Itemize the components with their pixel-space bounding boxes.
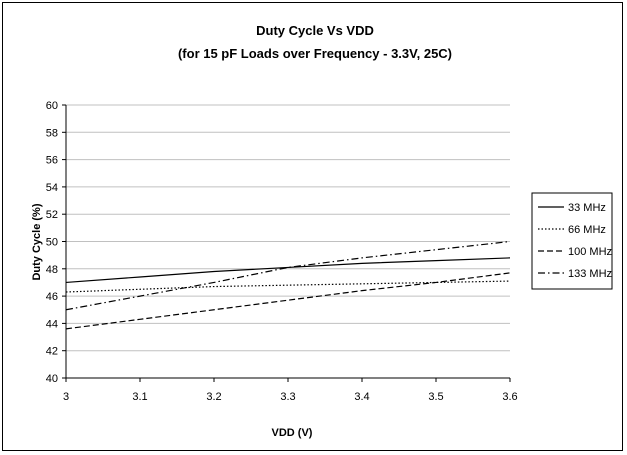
y-tick-label-3: 46 xyxy=(46,291,58,303)
y-tick-label-10: 60 xyxy=(46,100,58,112)
series-line-133-mhz xyxy=(65,240,511,311)
legend-label-133-mhz: 133 MHz xyxy=(568,268,612,280)
legend-box xyxy=(531,192,613,290)
legend: 33 MHz 66 MHz 100 MHz 133 MHz xyxy=(531,192,613,290)
y-tick-label-4: 48 xyxy=(46,264,58,276)
series-line-100-mhz xyxy=(65,272,511,330)
legend-label-33-mhz: 33 MHz xyxy=(568,202,606,214)
legend-label-66-mhz: 66 MHz xyxy=(568,224,606,236)
y-tick-label-6: 52 xyxy=(46,209,58,221)
series-line-33-mhz xyxy=(65,257,511,284)
chart-subtitle: (for 15 pF Loads over Frequency - 3.3V, … xyxy=(178,46,452,61)
x-axis-title: VDD (V) xyxy=(272,427,313,439)
plot-area: 40 42 44 46 48 50 52 54 56 58 60 3 3.1 3.2 3.3 3.4 3.5 3.… xyxy=(46,100,518,403)
y-tick-label-7: 54 xyxy=(46,182,58,194)
y-tick-label-1: 42 xyxy=(46,346,58,358)
y-tick-label-9: 58 xyxy=(46,127,58,139)
series-line-66-mhz xyxy=(65,280,511,293)
x-tick-label-1: 3.1 xyxy=(132,391,147,403)
x-tick-label-4: 3.4 xyxy=(354,391,369,403)
x-tick-label-5: 3.5 xyxy=(428,391,443,403)
x-tick-label-6: 3.6 xyxy=(502,391,517,403)
chart-title: Duty Cycle Vs VDD xyxy=(256,23,374,38)
y-tick-label-8: 56 xyxy=(46,155,58,167)
chart-frame xyxy=(2,2,623,451)
y-tick-label-0: 40 xyxy=(46,373,58,385)
y-axis-title: Duty Cycle (%) xyxy=(31,203,43,280)
legend-label-100-mhz: 100 MHz xyxy=(568,246,612,258)
x-tick-label-2: 3.2 xyxy=(206,391,221,403)
y-tick-label-2: 44 xyxy=(46,318,58,330)
x-tick-label-3: 3.3 xyxy=(280,391,295,403)
y-tick-label-5: 50 xyxy=(46,237,58,249)
x-tick-label-0: 3 xyxy=(63,391,69,403)
